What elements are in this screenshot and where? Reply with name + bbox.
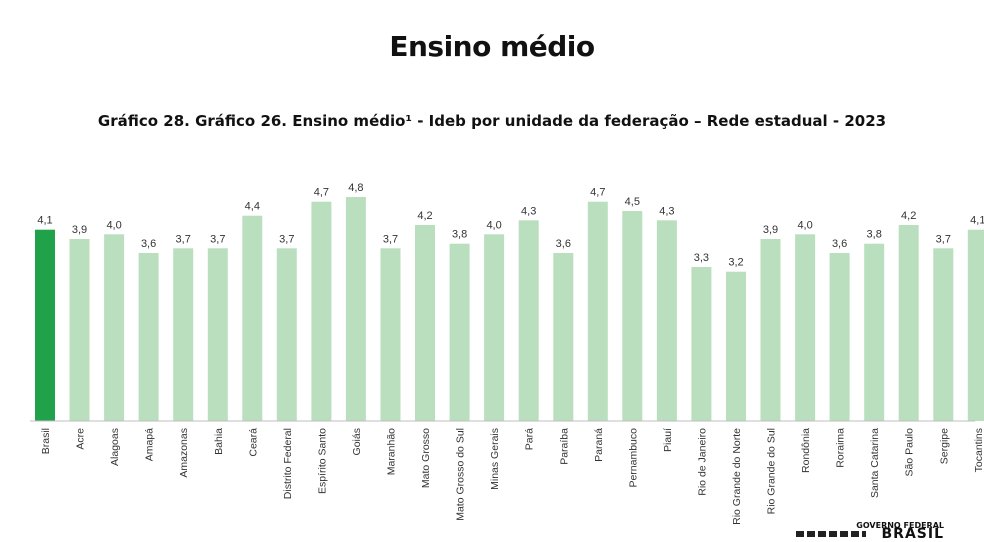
data-label-10: 3,7 [383,233,398,245]
bar-13 [484,234,505,421]
x-tick-label-8: Espírito Santo [316,428,328,494]
bar-0 [35,229,55,421]
data-label-2: 4,0 [106,219,121,231]
bar-21 [760,239,781,421]
bar-4 [173,248,194,421]
x-tick-label-7: Distrito Federal [282,428,294,499]
x-tick-label-17: Pernambuco [627,428,639,488]
x-tick-label-24: Santa Catarina [869,428,881,498]
bar-17 [622,211,643,421]
footer-logo-text: GOVERNO FEDERAL [856,521,944,530]
x-tick-label-20: Rio Grande do Norte [731,428,743,525]
x-tick-label-15: Paraíba [558,428,570,465]
x-tick-label-16: Paraná [593,428,605,462]
bar-24 [864,243,885,421]
bar-25 [898,225,919,421]
bar-11 [415,225,435,421]
x-tick-label-22: Rondônia [800,428,812,473]
data-label-17: 4,5 [625,196,640,208]
data-label-21: 3,9 [763,224,778,236]
data-label-1: 3,9 [72,224,87,236]
x-tick-label-11: Mato Grosso [420,428,432,488]
bar-20 [726,271,746,421]
bar-26 [933,248,954,421]
footer-government-logo: GOVERNO FEDERAL BRASIL [856,521,944,541]
x-tick-label-23: Roraima [835,428,847,468]
bar-16 [587,201,608,421]
data-label-5: 3,7 [210,233,225,245]
data-label-11: 4,2 [417,210,432,222]
data-label-6: 4,4 [245,201,260,213]
x-tick-label-27: Tocantins [973,428,984,472]
chart-title: Gráfico 28. Gráfico 26. Ensino médio¹ - … [97,112,887,130]
data-label-9: 4,8 [348,182,363,194]
bar-23 [829,253,850,421]
data-label-4: 3,7 [176,233,191,245]
data-label-12: 3,8 [452,229,467,241]
data-label-20: 3,2 [728,257,743,269]
page-title: Ensino médio [389,30,595,63]
bar-8 [311,201,332,421]
data-label-3: 3,6 [141,238,156,250]
bar-1 [69,239,90,421]
x-tick-label-13: Minas Gerais [489,428,501,490]
data-label-24: 3,8 [867,229,882,241]
bar-22 [795,234,816,421]
bar-12 [449,243,470,421]
data-label-13: 4,0 [486,219,501,231]
bar-14 [518,220,539,421]
x-tick-label-25: São Paulo [904,428,916,477]
data-label-0: 4,1 [37,215,52,227]
x-tick-label-19: Rio de Janeiro [696,428,708,496]
data-label-22: 4,0 [797,219,812,231]
data-label-7: 3,7 [279,233,294,245]
data-label-18: 4,3 [659,205,674,217]
x-tick-label-12: Mato Grosso do Sul [455,428,467,521]
x-tick-label-4: Amazonas [178,428,190,478]
bar-10 [380,248,401,421]
bar-19 [691,267,712,421]
x-tick-label-3: Amapá [144,428,156,461]
data-label-14: 4,3 [521,205,536,217]
x-tick-label-14: Pará [524,428,536,450]
bar-9 [345,197,366,421]
data-label-25: 4,2 [901,210,916,222]
data-label-19: 3,3 [694,252,709,264]
bar-15 [553,253,574,421]
x-tick-label-21: Rio Grande do Sul [766,428,778,514]
x-tick-label-5: Bahia [213,428,225,455]
data-label-8: 4,7 [314,187,329,199]
bar-6 [242,215,263,421]
bar-7 [276,248,297,421]
data-label-16: 4,7 [590,187,605,199]
x-tick-label-10: Maranhão [386,428,398,475]
bar-3 [138,253,159,421]
bar-18 [656,220,677,421]
x-tick-label-1: Acre [75,428,87,450]
data-label-23: 3,6 [832,238,847,250]
data-label-26: 3,7 [936,233,951,245]
bar-2 [104,234,125,421]
x-tick-label-2: Alagoas [109,428,121,466]
bar-27 [967,229,984,421]
x-tick-label-18: Piauí [662,428,674,452]
data-label-27: 4,1 [970,215,984,227]
x-tick-label-26: Sergipe [938,428,950,464]
x-tick-label-6: Ceará [247,428,259,457]
bar-5 [207,248,228,421]
footer-partner-logo [796,531,866,537]
x-tick-label-0: Brasil [40,428,52,454]
data-label-15: 3,6 [556,238,571,250]
x-tick-label-9: Goiás [351,428,363,455]
